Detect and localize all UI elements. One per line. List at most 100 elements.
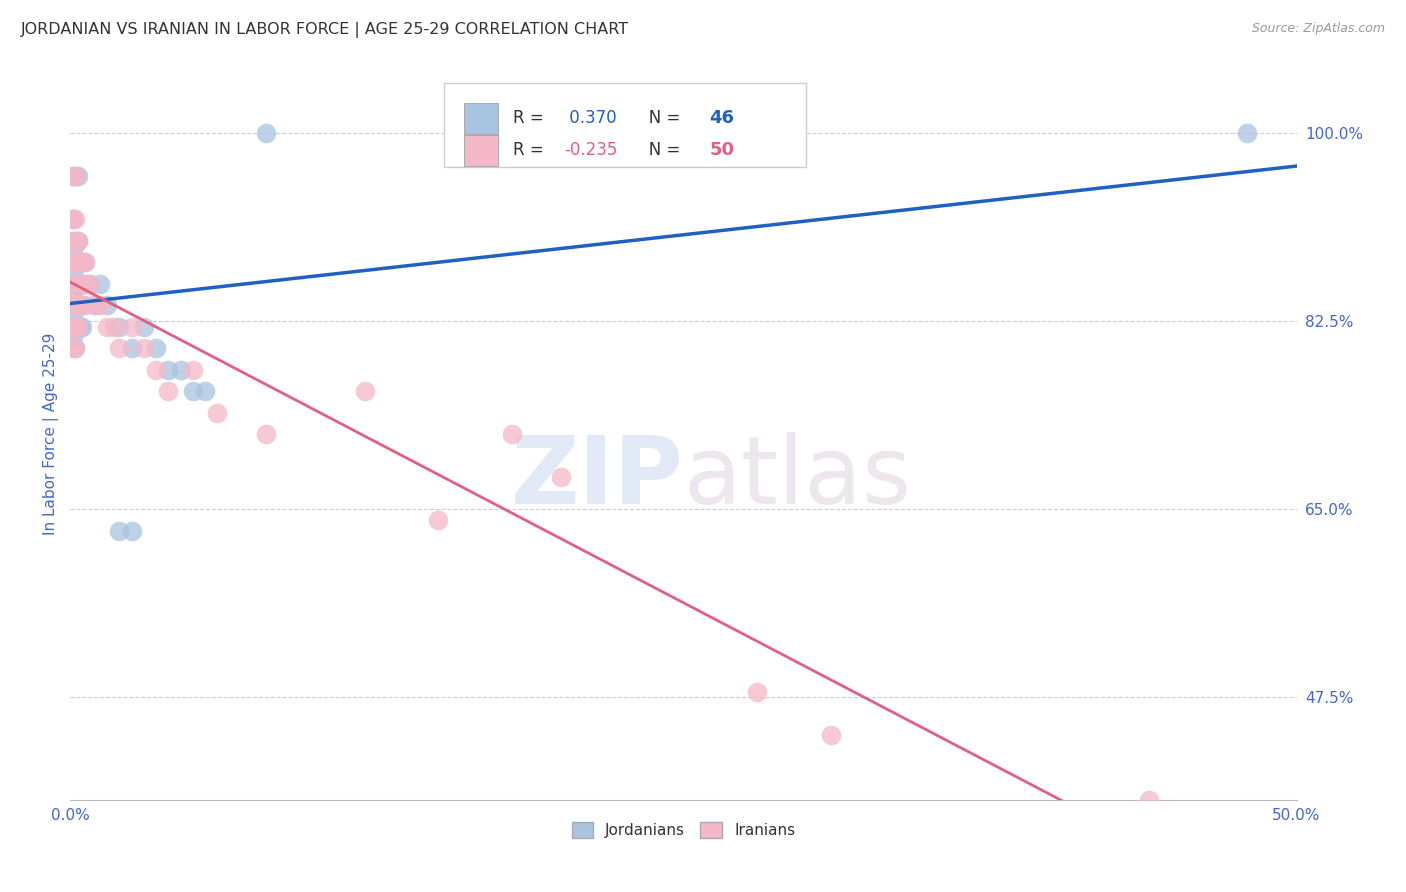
Point	[69, 298, 91, 312]
Point	[73, 255, 96, 269]
Point	[62, 255, 84, 269]
Point	[79, 277, 101, 291]
Point	[121, 341, 143, 355]
Point	[69, 255, 91, 269]
Point	[820, 728, 842, 742]
Text: -0.235: -0.235	[564, 142, 617, 160]
Point	[62, 309, 84, 323]
Text: R =: R =	[513, 110, 548, 128]
Point	[145, 341, 167, 355]
Point	[108, 319, 131, 334]
Point	[69, 255, 91, 269]
Point	[62, 234, 84, 248]
Point	[63, 341, 86, 355]
Point	[145, 362, 167, 376]
Point	[256, 126, 278, 140]
Point	[132, 319, 155, 334]
Point	[66, 234, 89, 248]
FancyBboxPatch shape	[444, 83, 806, 167]
Point	[66, 277, 89, 291]
Point	[66, 169, 89, 183]
Point	[194, 384, 217, 398]
Point	[66, 255, 89, 269]
Point	[550, 470, 572, 484]
Point	[63, 234, 86, 248]
Point	[66, 319, 89, 334]
Text: 46: 46	[709, 110, 734, 128]
Point	[63, 319, 86, 334]
Text: JORDANIAN VS IRANIAN IN LABOR FORCE | AGE 25-29 CORRELATION CHART: JORDANIAN VS IRANIAN IN LABOR FORCE | AG…	[21, 22, 630, 38]
Point	[121, 319, 143, 334]
Text: 0.370: 0.370	[564, 110, 617, 128]
Point	[72, 255, 94, 269]
Point	[63, 169, 86, 183]
Point	[62, 266, 84, 280]
Point	[63, 212, 86, 227]
Point	[66, 298, 89, 312]
Point	[72, 319, 94, 334]
Point	[63, 319, 86, 334]
Legend: Jordanians, Iranians: Jordanians, Iranians	[565, 816, 801, 845]
Text: ZIP: ZIP	[510, 432, 683, 524]
Point	[66, 298, 89, 312]
Point	[62, 319, 84, 334]
Text: atlas: atlas	[683, 432, 911, 524]
Point	[72, 277, 94, 291]
Point	[69, 298, 91, 312]
Point	[72, 255, 94, 269]
Point	[157, 362, 180, 376]
Point	[62, 169, 84, 183]
Point	[62, 341, 84, 355]
Point	[63, 277, 86, 291]
Point	[66, 234, 89, 248]
Point	[1137, 792, 1160, 806]
Point	[96, 298, 118, 312]
Point	[62, 287, 84, 301]
Point	[79, 277, 101, 291]
Y-axis label: In Labor Force | Age 25-29: In Labor Force | Age 25-29	[44, 333, 59, 535]
Point	[83, 298, 105, 312]
Point	[66, 277, 89, 291]
Point	[66, 319, 89, 334]
Point	[73, 277, 96, 291]
Point	[62, 212, 84, 227]
Point	[63, 341, 86, 355]
Point	[63, 255, 86, 269]
Point	[69, 277, 91, 291]
Point	[132, 341, 155, 355]
Point	[501, 427, 523, 442]
Point	[83, 298, 105, 312]
Point	[745, 685, 768, 699]
Point	[89, 298, 111, 312]
Point	[63, 255, 86, 269]
Point	[181, 362, 204, 376]
Point	[62, 330, 84, 344]
Point	[63, 234, 86, 248]
Point	[63, 169, 86, 183]
Point	[62, 277, 84, 291]
Point	[66, 255, 89, 269]
Bar	[464, 135, 498, 166]
Bar	[464, 103, 498, 134]
Text: Source: ZipAtlas.com: Source: ZipAtlas.com	[1251, 22, 1385, 36]
Point	[72, 298, 94, 312]
Text: N =: N =	[633, 110, 686, 128]
Point	[69, 319, 91, 334]
Text: N =: N =	[633, 142, 686, 160]
Point	[62, 212, 84, 227]
Point	[169, 362, 191, 376]
Point	[108, 341, 131, 355]
Point	[73, 255, 96, 269]
Point	[62, 169, 84, 183]
Point	[62, 244, 84, 259]
Point	[62, 298, 84, 312]
Point	[121, 524, 143, 538]
Point	[427, 513, 450, 527]
Point	[207, 405, 229, 419]
Point	[108, 524, 131, 538]
Point	[73, 298, 96, 312]
Point	[96, 319, 118, 334]
Point	[157, 384, 180, 398]
Point	[256, 427, 278, 442]
Text: 50: 50	[709, 142, 734, 160]
